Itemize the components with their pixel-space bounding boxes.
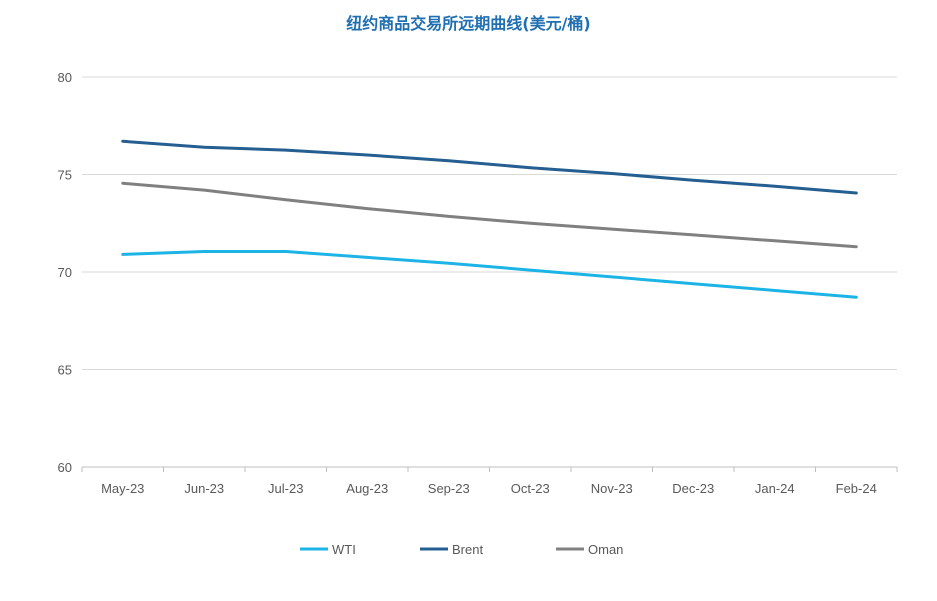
x-tick-label: Oct-23	[511, 481, 550, 496]
y-tick-label: 80	[58, 70, 72, 85]
x-tick-label: Nov-23	[591, 481, 633, 496]
y-tick-label: 65	[58, 363, 72, 378]
y-tick-label: 70	[58, 265, 72, 280]
series-line-oman	[121, 181, 858, 249]
series-line-brent	[121, 139, 858, 195]
x-tick-label: May-23	[101, 481, 144, 496]
x-tick-label: Dec-23	[672, 481, 714, 496]
x-tick-label: Jul-23	[268, 481, 303, 496]
y-tick-label: 60	[58, 460, 72, 475]
x-tick-label: Aug-23	[346, 481, 388, 496]
legend-label-oman: Oman	[588, 542, 623, 557]
y-tick-label: 75	[58, 168, 72, 183]
legend-label-wti: WTI	[332, 542, 356, 557]
x-tick-label: Feb-24	[836, 481, 877, 496]
x-tick-label: Sep-23	[428, 481, 470, 496]
chart-title: 纽约商品交易所远期曲线(美元/桶)	[346, 14, 591, 33]
legend-label-brent: Brent	[452, 542, 483, 557]
x-tick-label: Jan-24	[755, 481, 795, 496]
series-line-wti	[121, 250, 858, 299]
x-tick-label: Jun-23	[184, 481, 224, 496]
